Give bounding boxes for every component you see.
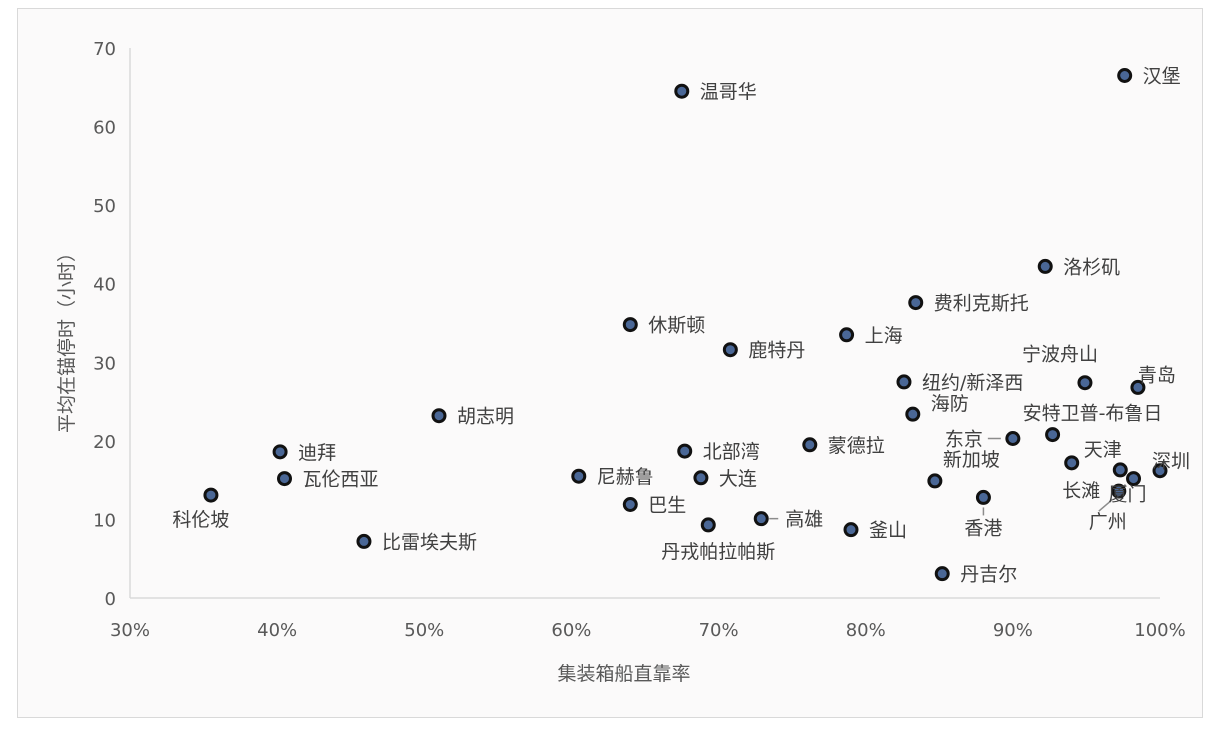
x-tick-label: 60% (551, 620, 591, 641)
point-label: 东京 (945, 429, 983, 451)
data-point (1045, 427, 1061, 443)
data-point (753, 511, 769, 527)
x-tick-label: 40% (257, 620, 297, 641)
data-point (203, 487, 219, 503)
point-label: 纽约/新泽西 (922, 372, 1023, 394)
data-point (896, 374, 912, 390)
point-label: 上海 (865, 325, 903, 347)
x-tick-label: 50% (404, 620, 444, 641)
y-tick-label: 40 (93, 275, 116, 296)
point-label: 蒙德拉 (828, 435, 885, 457)
y-tick-label: 30 (93, 353, 116, 374)
point-label: 洛杉矶 (1063, 256, 1120, 278)
point-label: 厦门 (1109, 484, 1147, 506)
x-tick-label: 70% (699, 620, 739, 641)
point-label: 香港 (964, 517, 1002, 539)
data-point (674, 83, 690, 99)
data-point (908, 295, 924, 311)
data-point (843, 522, 859, 538)
data-point (1126, 471, 1142, 487)
point-label: 高雄 (785, 509, 823, 531)
data-point (1064, 455, 1080, 471)
data-point (1111, 483, 1127, 499)
point-label: 比雷埃夫斯 (382, 531, 477, 553)
point-label: 瓦伦西亚 (303, 469, 379, 491)
chart-frame (17, 8, 1203, 718)
y-tick-label: 70 (93, 39, 116, 60)
data-point (1005, 431, 1021, 446)
data-point (905, 406, 921, 422)
y-tick-label: 60 (93, 118, 116, 139)
point-label: 迪拜 (298, 442, 336, 464)
point-label: 宁波舟山 (1022, 344, 1098, 366)
point-label: 丹吉尔 (960, 564, 1017, 586)
data-point (431, 408, 447, 424)
point-label: 深圳 (1152, 451, 1190, 473)
data-point (975, 489, 991, 505)
point-label: 胡志明 (457, 406, 514, 428)
point-label: 巴生 (648, 495, 686, 517)
data-points (203, 68, 1168, 582)
point-label: 广州 (1089, 511, 1127, 533)
y-tick-label: 50 (93, 196, 116, 217)
data-point (1130, 379, 1146, 395)
x-tick-label: 90% (993, 620, 1033, 641)
leader-line (1098, 498, 1114, 512)
x-tick-label: 100% (1134, 620, 1185, 641)
data-point (622, 317, 638, 333)
data-point (802, 437, 818, 453)
x-axis-title: 集装箱船直靠率 (557, 663, 690, 685)
point-label: 费利克斯托 (934, 293, 1029, 315)
point-label: 鹿特丹 (748, 340, 805, 362)
data-point (927, 473, 943, 489)
point-label: 长滩 (1062, 480, 1100, 502)
point-label: 青岛 (1138, 364, 1176, 386)
axes (129, 48, 1160, 599)
point-label: 天津 (1084, 439, 1122, 461)
point-label: 新加坡 (943, 449, 1000, 471)
data-point (1077, 375, 1093, 391)
x-tick-labels: 30% 40% 50% 60% 70% 80% 90% 100% (110, 620, 1186, 641)
data-point (839, 327, 855, 343)
data-point (272, 444, 288, 460)
point-label: 大连 (719, 468, 757, 490)
point-label: 科伦坡 (172, 509, 229, 531)
data-point (622, 497, 638, 512)
y-axis-title: 平均在锚停时（小时） (56, 243, 78, 433)
y-tick-label: 20 (93, 432, 116, 453)
x-tick-label: 80% (846, 620, 886, 641)
data-point (1117, 68, 1133, 83)
point-label: 安特卫普-布鲁日 (1023, 403, 1163, 425)
y-tick-label: 0 (105, 589, 116, 610)
data-point (277, 471, 292, 487)
y-tick-label: 10 (93, 510, 116, 531)
point-label: 丹戎帕拉帕斯 (661, 541, 775, 563)
data-point (700, 517, 716, 533)
y-tick-labels: 0 10 20 30 40 50 60 70 (93, 39, 116, 610)
data-point (677, 443, 693, 459)
data-point (571, 468, 587, 484)
data-point (1037, 258, 1053, 274)
point-label: 休斯顿 (648, 315, 705, 337)
point-label: 尼赫鲁 (597, 466, 654, 488)
point-label: 汉堡 (1143, 66, 1181, 88)
x-tick-label: 30% (110, 620, 150, 641)
data-point (722, 342, 738, 358)
data-point (934, 566, 950, 582)
point-label: 釜山 (869, 520, 907, 542)
data-point (1152, 463, 1168, 479)
point-label: 温哥华 (700, 81, 757, 103)
data-point (693, 470, 709, 486)
data-point (1112, 462, 1128, 478)
data-point (356, 533, 372, 549)
point-label: 海防 (931, 393, 969, 415)
point-label: 北部湾 (703, 441, 760, 463)
